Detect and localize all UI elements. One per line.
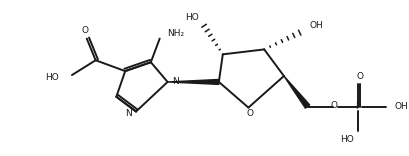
Polygon shape xyxy=(168,79,219,84)
Text: HO: HO xyxy=(185,13,199,22)
Text: HO: HO xyxy=(45,73,59,83)
Text: OH: OH xyxy=(394,102,408,111)
Text: N: N xyxy=(173,77,179,86)
Text: N: N xyxy=(125,109,132,118)
Polygon shape xyxy=(284,76,310,108)
Text: HO: HO xyxy=(340,135,354,144)
Text: O: O xyxy=(331,101,338,110)
Text: OH: OH xyxy=(310,21,323,30)
Text: O: O xyxy=(356,72,363,80)
Text: O: O xyxy=(81,26,88,35)
Text: NH₂: NH₂ xyxy=(168,29,185,38)
Text: P: P xyxy=(355,102,361,111)
Text: O: O xyxy=(247,109,254,118)
